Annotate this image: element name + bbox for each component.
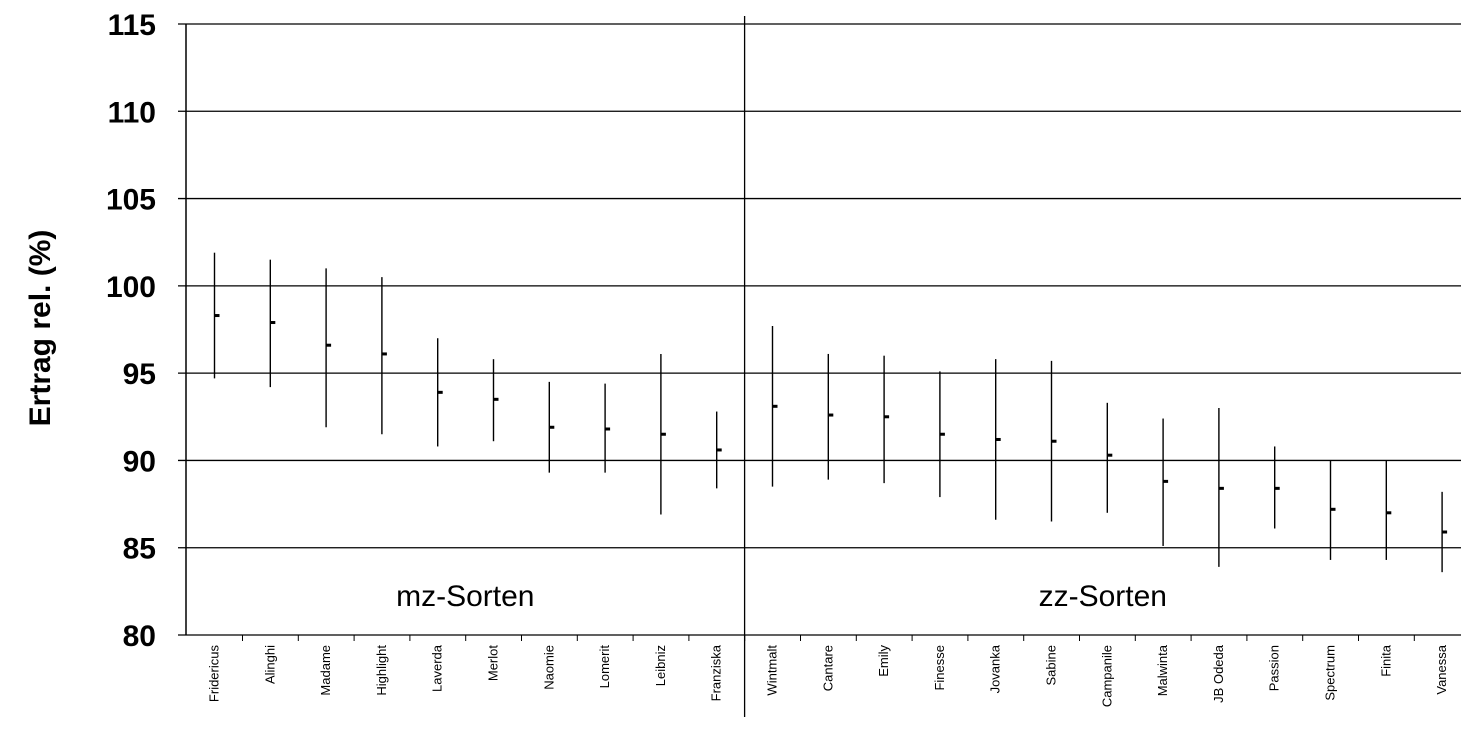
x-tick-label: Finesse	[932, 645, 947, 691]
y-axis-label: Ertrag rel. (%)	[24, 230, 57, 427]
mean-marker	[716, 448, 722, 452]
x-tick-label: Cantare	[820, 645, 835, 691]
y-tick-label: 100	[106, 271, 156, 304]
mean-marker	[995, 437, 1001, 441]
mean-marker	[1330, 507, 1336, 511]
mean-marker	[214, 314, 220, 318]
x-tick-labels: Fridericus Alinghi Madame Highlight Laverda M…	[207, 644, 1450, 707]
mean-marker	[772, 404, 778, 408]
x-tick-label: Laverda	[430, 644, 445, 692]
x-tick-label: Leibniz	[653, 645, 668, 686]
mean-marker	[884, 415, 890, 419]
x-tick-label: Alinghi	[262, 645, 277, 684]
x-tick-label: Spectrum	[1323, 645, 1338, 701]
x-tick-label: Franziska	[709, 644, 724, 701]
y-tick-label: 80	[123, 620, 156, 653]
mean-marker	[493, 397, 499, 401]
x-tick-label: Highlight	[374, 645, 389, 696]
x-tick-label: JB Odeda	[1211, 644, 1226, 703]
x-tick-label: Fridericus	[207, 645, 222, 703]
group-label: mz-Sorten	[396, 580, 534, 613]
x-tick-label: Merlot	[486, 645, 501, 682]
x-tick-label: Finita	[1378, 644, 1393, 677]
x-tick-label: Wintmalt	[765, 645, 780, 696]
group-labels: mz-Sorten zz-Sorten	[396, 580, 1167, 613]
x-tick-label: Emily	[876, 645, 891, 677]
y-tick-label: 115	[108, 9, 156, 42]
mean-marker	[381, 352, 387, 356]
y-tick-label: 105	[106, 184, 156, 217]
gridlines	[178, 23, 1461, 636]
mean-marker	[549, 425, 555, 429]
mean-marker	[1386, 511, 1392, 515]
y-tick-label: 85	[123, 533, 156, 566]
mean-marker	[828, 413, 834, 417]
mean-marker	[939, 432, 945, 436]
mean-marker	[660, 432, 666, 436]
x-tick-label: Sabine	[1044, 645, 1059, 685]
mean-marker	[605, 427, 611, 431]
x-tick-label: Lomerit	[597, 645, 612, 689]
y-tick-label: 110	[108, 96, 156, 129]
group-label: zz-Sorten	[1039, 580, 1167, 613]
mean-marker	[270, 321, 276, 325]
mean-marker	[1442, 530, 1448, 534]
x-tick-label: Madame	[318, 645, 333, 696]
x-tick-label: Malwinta	[1155, 644, 1170, 696]
x-tick-label: Vanessa	[1434, 644, 1449, 694]
y-tick-label: 90	[123, 445, 156, 478]
error-bars	[213, 252, 1448, 573]
mean-marker	[326, 343, 332, 347]
x-tick-label: Passion	[1267, 645, 1282, 691]
mean-marker	[1163, 479, 1169, 483]
y-tick-label: 95	[123, 358, 156, 391]
mean-marker	[1051, 439, 1057, 443]
x-tick-label: Naomie	[541, 645, 556, 690]
y-tick-labels: 80 85 90 95 100 105 110 115	[106, 9, 156, 653]
x-tick-label: Jovanka	[988, 644, 1003, 693]
x-tick-label: Campanile	[1099, 645, 1114, 707]
mean-marker	[1218, 486, 1224, 490]
axes	[185, 16, 1415, 717]
mean-marker	[1107, 453, 1113, 457]
mean-marker	[437, 390, 443, 394]
mean-marker	[1274, 486, 1280, 490]
